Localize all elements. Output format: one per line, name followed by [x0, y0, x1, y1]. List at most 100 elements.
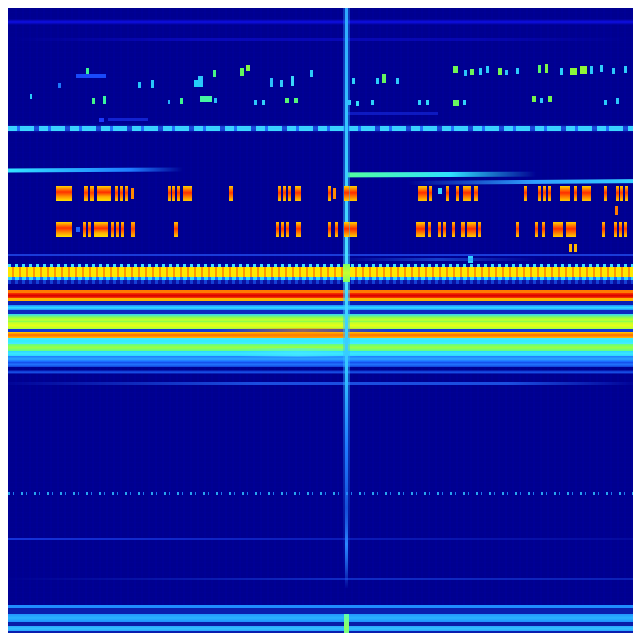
burst-packet	[94, 222, 108, 237]
burst-packet	[443, 222, 446, 237]
packet-blob	[376, 78, 379, 84]
band-dark-gap-1	[8, 301, 633, 305]
packet-blob	[262, 100, 265, 105]
burst-packet	[456, 186, 459, 201]
band-comb-top-dots	[8, 264, 633, 268]
burst-packet	[438, 188, 442, 194]
band-faint-a	[8, 254, 633, 256]
burst-packet	[229, 186, 233, 201]
packet-blob	[545, 64, 548, 73]
packet-blob	[138, 82, 141, 88]
burst-packet	[553, 222, 563, 237]
packet-blob	[470, 69, 474, 75]
burst-packet	[56, 222, 72, 237]
burst-packet	[295, 186, 301, 201]
packet-blob	[382, 74, 386, 83]
burst-packet	[548, 186, 551, 201]
packet-blob	[99, 118, 104, 122]
burst-packet	[624, 222, 627, 237]
band-bottom-gap-1	[8, 608, 633, 614]
burst-packet	[76, 227, 80, 232]
burst-packet	[88, 222, 91, 237]
burst-packet	[625, 186, 628, 201]
burst-packet	[620, 186, 623, 201]
burst-packet	[168, 186, 171, 201]
burst-packet	[131, 222, 135, 237]
band-bottom-band-1	[8, 614, 633, 622]
band-blue-4	[8, 382, 633, 385]
packet-blob	[371, 100, 374, 105]
burst-packet	[286, 222, 289, 237]
burst-packet	[328, 222, 331, 237]
band-carrier-dashed	[8, 126, 633, 131]
packet-blob	[180, 98, 183, 104]
center-carrier-spike-core	[345, 8, 348, 588]
packet-blob	[254, 100, 257, 105]
packet-blob	[270, 78, 273, 87]
burst-packet	[619, 222, 622, 237]
burst-packet	[474, 186, 478, 201]
burst-packet	[116, 222, 119, 237]
sweep-trace-faint	[338, 258, 538, 261]
burst-packet	[463, 186, 471, 201]
burst-packet	[574, 244, 577, 252]
packet-blob	[498, 68, 502, 75]
band-blue-3	[8, 370, 633, 374]
band-bottom-line-1	[8, 605, 633, 608]
packet-blob	[616, 98, 619, 104]
packet-blob	[418, 100, 421, 105]
packet-blob	[108, 118, 148, 121]
band-faint-b	[8, 538, 633, 540]
burst-row-lower	[8, 8, 633, 633]
burst-packet	[90, 186, 94, 201]
burst-packet	[429, 186, 432, 201]
burst-packet	[438, 222, 441, 237]
burst-packet	[56, 186, 72, 201]
band-bottom-gap-3	[8, 631, 633, 633]
packet-blob	[352, 78, 355, 84]
packet-blob	[246, 65, 250, 71]
packet-blob	[624, 66, 627, 73]
band-dotted-faint	[8, 492, 633, 495]
packet-blob	[58, 83, 61, 88]
band-cyan-1	[8, 305, 633, 310]
burst-packet	[97, 186, 111, 201]
packet-blob	[486, 66, 489, 73]
packet-blob	[103, 96, 106, 104]
burst-packet	[121, 222, 124, 237]
carrier-node	[343, 264, 350, 282]
packet-blob	[612, 68, 615, 74]
carrier-node	[344, 222, 349, 237]
burst-packet	[335, 222, 338, 237]
band-dark-gap-2	[8, 310, 633, 314]
packet-blob	[30, 94, 32, 99]
band-blue-1	[8, 356, 633, 362]
band-smear	[218, 328, 388, 338]
spectrogram-canvas[interactable]	[8, 8, 633, 633]
packet-blob	[76, 74, 106, 78]
burst-packet	[467, 222, 476, 237]
burst-packet	[84, 186, 88, 201]
packet-blob	[604, 100, 607, 105]
packet-blob	[516, 68, 519, 74]
burst-packet	[416, 222, 425, 237]
center-carrier-spike-lower	[345, 508, 348, 588]
band-top-haze	[8, 19, 633, 25]
burst-packet	[615, 206, 618, 215]
packet-blob	[280, 80, 283, 87]
packet-blob	[570, 68, 577, 75]
burst-packet	[602, 222, 605, 237]
burst-packet	[288, 186, 291, 201]
burst-packet	[278, 186, 281, 201]
packet-blob	[453, 100, 459, 106]
burst-packet	[125, 186, 128, 201]
burst-packet	[349, 222, 357, 237]
packet-blob	[538, 65, 541, 73]
packet-blob	[285, 98, 289, 103]
burst-packet	[183, 186, 192, 201]
packet-blob	[580, 66, 587, 74]
burst-packet	[281, 222, 284, 237]
band-carrier-dashed-glow	[8, 124, 633, 133]
burst-packet	[516, 222, 519, 237]
packet-blob	[396, 78, 399, 84]
